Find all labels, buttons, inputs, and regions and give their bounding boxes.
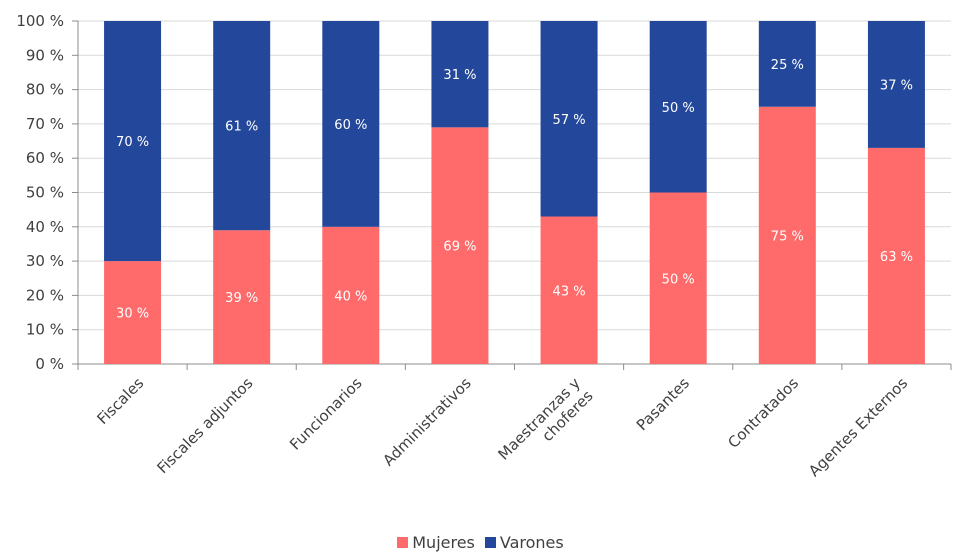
- bar-mujeres-7: [867, 147, 925, 364]
- bar-mujeres-1: [213, 230, 271, 364]
- x-tick-label: Pasantes: [633, 374, 693, 434]
- y-tick-label: 20 %: [26, 286, 64, 304]
- x-tick-label: Contratados: [724, 374, 802, 452]
- x-tick-label-line: Administrativos: [379, 374, 475, 470]
- legend-item-mujeres: Mujeres: [397, 533, 475, 552]
- stacked-bar-chart: 0 % 10 % 20 % 30 % 40 % 50 % 60 % 70 % 80 % 90 % 1…: [16, 12, 952, 480]
- bar-varones-2: [322, 21, 380, 227]
- legend-label-varones: Varones: [499, 532, 564, 552]
- y-tick-label: 40 %: [26, 218, 64, 236]
- x-tick-label-line: Fiscales: [94, 374, 148, 428]
- y-tick-label: 50 %: [26, 184, 64, 202]
- x-tick-label-line: Agentes Externos: [805, 374, 911, 480]
- bar-mujeres-4: [540, 216, 598, 364]
- x-tick-label: Fiscales adjuntos: [153, 374, 256, 477]
- x-tick-label-line: Pasantes: [633, 374, 693, 434]
- x-tick-label: Agentes Externos: [805, 374, 911, 480]
- x-tick-label-line: Contratados: [724, 374, 802, 452]
- bar-varones-3: [431, 21, 489, 128]
- data-label-varones: 25 %: [771, 58, 804, 73]
- x-tick-label-line: Fiscales adjuntos: [153, 374, 256, 477]
- y-tick-label: 0 %: [35, 355, 64, 373]
- legend-item-varones: Varones: [484, 532, 564, 552]
- data-label-mujeres: 69 %: [443, 240, 476, 255]
- x-tick-label: Fiscales: [94, 374, 148, 428]
- legend: Mujeres Varones: [0, 532, 961, 552]
- data-label-varones: 60 %: [334, 118, 367, 133]
- bar-mujeres-5: [649, 192, 707, 364]
- y-tick-label: 30 %: [26, 252, 64, 270]
- y-tick-label: 60 %: [26, 149, 64, 167]
- x-tick-label-line: Funcionarios: [286, 374, 366, 454]
- bar-varones-0: [104, 21, 162, 262]
- bar-varones-1: [213, 21, 271, 231]
- bar-mujeres-0: [104, 261, 162, 364]
- y-tick-label: 100 %: [16, 12, 64, 30]
- bar-varones-5: [649, 21, 707, 193]
- legend-swatch-varones: [484, 536, 496, 548]
- data-label-mujeres: 43 %: [553, 284, 586, 299]
- x-tick-label: Funcionarios: [286, 374, 366, 454]
- x-tick-label: Administrativos: [379, 374, 475, 470]
- data-label-mujeres: 39 %: [225, 291, 258, 306]
- bar-varones-7: [867, 21, 925, 148]
- data-label-varones: 50 %: [662, 101, 695, 116]
- data-label-varones: 61 %: [225, 120, 258, 135]
- bar-varones-6: [758, 21, 816, 107]
- y-tick-label: 90 %: [26, 46, 64, 64]
- data-label-varones: 37 %: [880, 78, 913, 93]
- data-label-mujeres: 75 %: [771, 229, 804, 244]
- x-tick-label: Maestranzas ychoferes: [494, 374, 596, 476]
- legend-label-mujeres: Mujeres: [412, 532, 475, 552]
- data-label-mujeres: 63 %: [880, 250, 913, 265]
- bar-mujeres-2: [322, 226, 380, 364]
- y-tick-label: 80 %: [26, 81, 64, 99]
- data-label-mujeres: 30 %: [116, 307, 149, 322]
- data-label-mujeres: 40 %: [334, 289, 367, 304]
- bar-mujeres-6: [758, 106, 816, 364]
- data-label-varones: 70 %: [116, 135, 149, 150]
- y-tick-label: 70 %: [26, 115, 64, 133]
- data-label-varones: 57 %: [553, 113, 586, 128]
- bar-mujeres-3: [431, 127, 489, 364]
- y-tick-label: 10 %: [26, 321, 64, 339]
- bar-varones-4: [540, 21, 598, 217]
- legend-swatch-mujeres: [397, 536, 409, 548]
- data-label-varones: 31 %: [443, 68, 476, 83]
- data-label-mujeres: 50 %: [662, 272, 695, 287]
